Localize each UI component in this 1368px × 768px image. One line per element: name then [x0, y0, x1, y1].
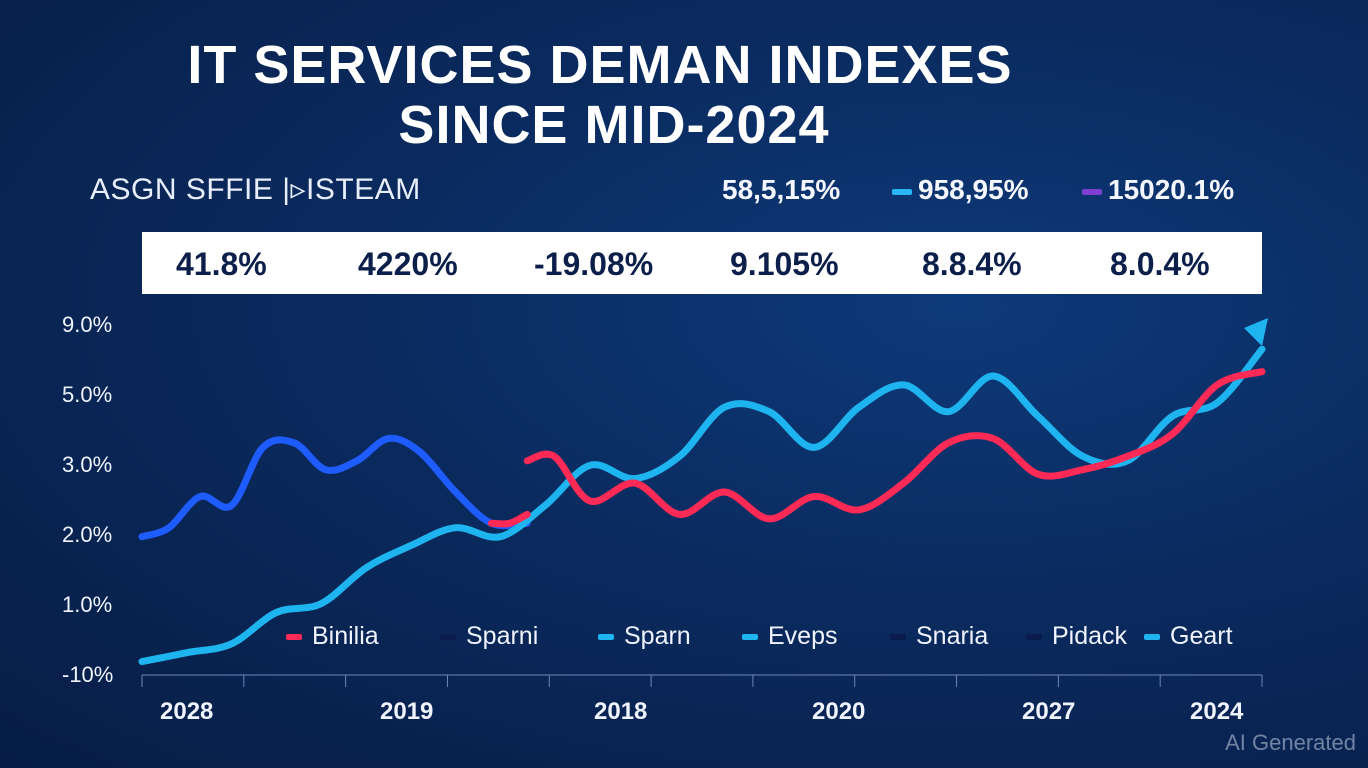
top-legend-swatch: [1082, 188, 1102, 195]
legend-item-snaria: Snaria: [890, 622, 988, 651]
x-tick-label: 2024: [1190, 698, 1244, 725]
top-legend-swatch: [892, 188, 912, 195]
chart-title-line-1: IT SERVICES DEMAN INDEXES: [187, 35, 1013, 95]
legend-swatch: [1026, 634, 1042, 641]
stat-value: 8.8.4%: [922, 246, 1022, 282]
legend-label: Snaria: [916, 622, 989, 650]
legend-label: Pidack: [1052, 622, 1128, 650]
legend-label: Geart: [1170, 622, 1233, 650]
top-legend-label: 15020.1%: [1108, 174, 1235, 205]
x-tick-label: 2019: [380, 698, 434, 725]
chart-subtitle: ASGN SFFIE |▹ISTEAM: [90, 173, 421, 206]
x-tick-label: 2028: [160, 698, 214, 725]
legend-swatch: [598, 634, 614, 641]
legend-item-binilia: Binilia: [286, 622, 379, 651]
y-tick-label: -10%: [62, 662, 114, 687]
ai-generated-watermark: AI Generated: [1225, 730, 1356, 755]
legend-label: Sparni: [466, 622, 539, 650]
top-legend-label: 58,5,15%: [722, 174, 841, 205]
top-legend-item-2: 958,95%: [892, 174, 1029, 206]
stats-bar: 41.8% 4220% -19.08% 9.105% 8.8.4% 8.0.4%: [142, 232, 1262, 294]
legend-label: Eveps: [768, 622, 838, 650]
series-line-red-stub: [487, 510, 531, 528]
y-tick-label: 3.0%: [62, 452, 113, 477]
series-line-blue-index: [138, 434, 531, 541]
legend-label: Sparn: [624, 622, 691, 650]
chart-title-line-2: SINCE MID-2024: [398, 95, 830, 155]
legend-item-geart: Geart: [1144, 622, 1233, 651]
top-legend-item-3: 15020.1%: [1082, 174, 1234, 206]
stat-value: 41.8%: [176, 246, 267, 282]
stat-value: 8.0.4%: [1110, 246, 1210, 282]
legend-item-eveps: Eveps: [742, 622, 837, 651]
stat-value: 4220%: [358, 246, 458, 282]
top-legend-item-1: 58,5,15%: [722, 174, 840, 206]
top-legend-label: 958,95%: [918, 174, 1029, 205]
trend-arrow-head: [1244, 318, 1268, 346]
legend-swatch: [742, 634, 758, 641]
series-line-red-index: [523, 368, 1266, 523]
legend-item-sparn: Sparn: [598, 622, 691, 651]
y-tick-label: 2.0%: [62, 522, 113, 547]
legend-swatch: [286, 634, 302, 641]
legend-swatch: [890, 634, 906, 641]
x-tick-label: 2018: [594, 698, 648, 725]
legend-swatch: [1144, 634, 1160, 641]
stat-value: 9.105%: [730, 246, 839, 282]
legend-swatch: [440, 634, 456, 641]
y-tick-label: 1.0%: [62, 592, 113, 617]
series-line-cyan-index: [138, 345, 1266, 666]
x-tick-label: 2027: [1022, 698, 1076, 725]
legend-label: Binilia: [312, 622, 379, 650]
legend-item-pidack: Pidack: [1026, 622, 1127, 651]
x-tick-label: 2020: [812, 698, 866, 725]
y-tick-label: 5.0%: [62, 382, 113, 407]
legend-item-sparni: Sparni: [440, 622, 538, 651]
x-tick-marks: [141, 675, 1263, 687]
stat-value: -19.08%: [534, 246, 654, 282]
y-tick-label: 9.0%: [62, 312, 113, 337]
series-layer: [138, 345, 1266, 666]
